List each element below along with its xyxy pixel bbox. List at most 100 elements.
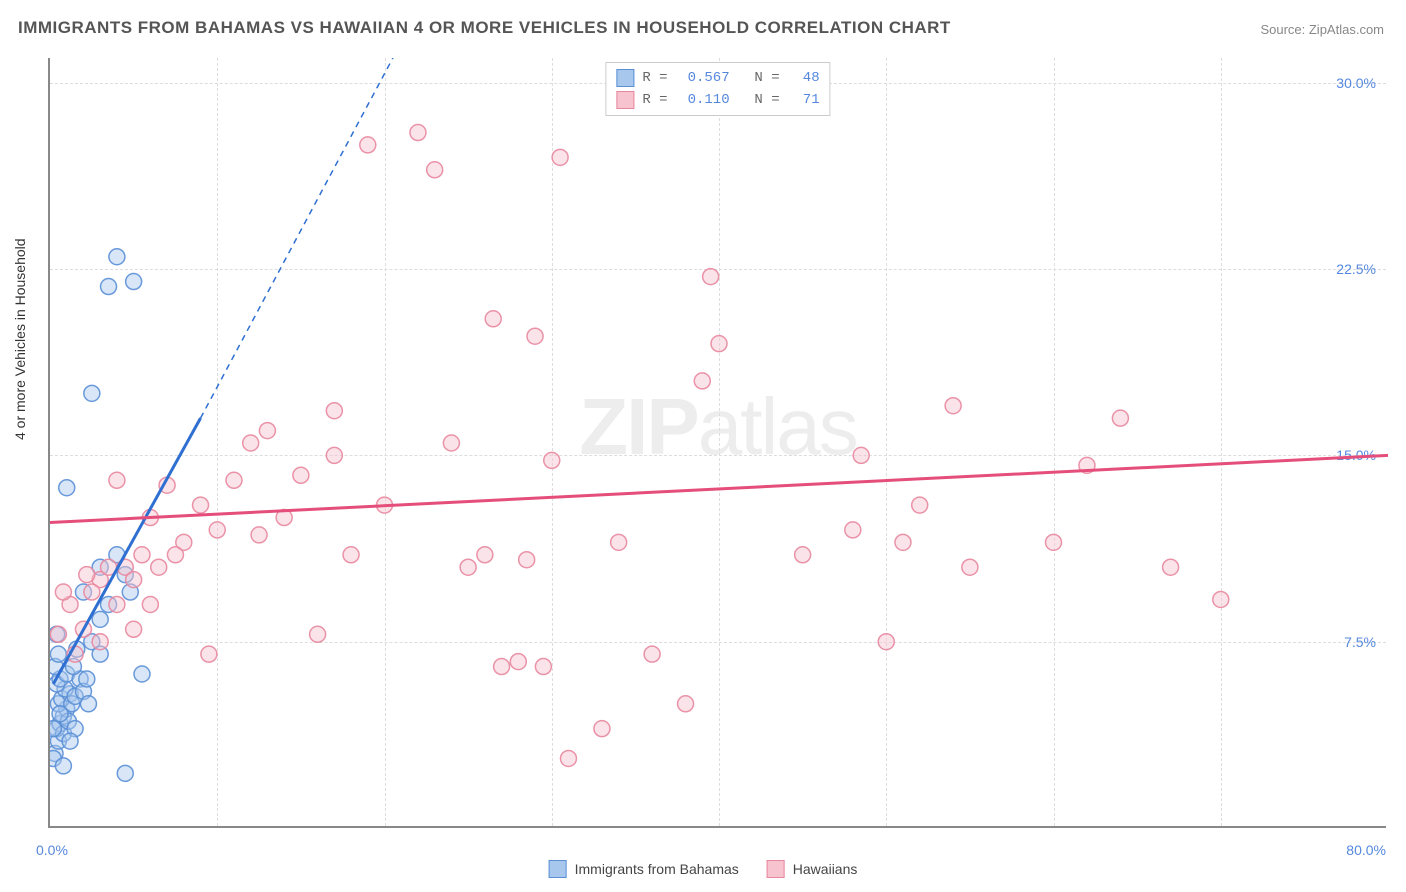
scatter-point xyxy=(343,547,359,563)
scatter-point xyxy=(912,497,928,513)
scatter-point xyxy=(151,559,167,575)
scatter-point xyxy=(310,626,326,642)
scatter-point xyxy=(201,646,217,662)
stats-legend-row: R = 0.110 N = 71 xyxy=(616,89,819,111)
scatter-point xyxy=(84,385,100,401)
scatter-point xyxy=(711,336,727,352)
legend-item: Hawaiians xyxy=(767,860,858,878)
scatter-point xyxy=(59,480,75,496)
stats-legend: R = 0.567 N = 48 R = 0.110 N = 71 xyxy=(605,62,830,116)
r-label: R = xyxy=(642,92,667,108)
scatter-point xyxy=(594,721,610,737)
legend-swatch-pink xyxy=(616,91,634,109)
scatter-point xyxy=(560,750,576,766)
scatter-point xyxy=(92,634,108,650)
scatter-svg xyxy=(50,58,1388,828)
scatter-point xyxy=(878,634,894,650)
scatter-point xyxy=(644,646,660,662)
legend-label-pink: Hawaiians xyxy=(793,861,858,877)
scatter-point xyxy=(1112,410,1128,426)
scatter-point xyxy=(101,279,117,295)
scatter-point xyxy=(853,447,869,463)
r-value-pink: 0.110 xyxy=(676,92,730,108)
chart-container: IMMIGRANTS FROM BAHAMAS VS HAWAIIAN 4 OR… xyxy=(0,0,1406,892)
scatter-point xyxy=(678,696,694,712)
scatter-point xyxy=(360,137,376,153)
scatter-point xyxy=(80,696,96,712)
scatter-point xyxy=(519,552,535,568)
series-legend: Immigrants from Bahamas Hawaiians xyxy=(549,860,858,878)
scatter-point xyxy=(544,452,560,468)
scatter-point xyxy=(694,373,710,389)
scatter-point xyxy=(109,596,125,612)
y-axis-label: 4 or more Vehicles in Household xyxy=(12,238,28,440)
scatter-point xyxy=(209,522,225,538)
scatter-point xyxy=(55,758,71,774)
scatter-point xyxy=(895,534,911,550)
scatter-point xyxy=(410,125,426,141)
scatter-point xyxy=(251,527,267,543)
scatter-point xyxy=(134,666,150,682)
scatter-point xyxy=(79,671,95,687)
scatter-point xyxy=(52,706,68,722)
scatter-point xyxy=(326,403,342,419)
scatter-point xyxy=(50,721,61,737)
scatter-point xyxy=(535,659,551,675)
chart-title: IMMIGRANTS FROM BAHAMAS VS HAWAIIAN 4 OR… xyxy=(18,18,951,38)
scatter-point xyxy=(326,447,342,463)
scatter-point xyxy=(167,547,183,563)
stats-legend-row: R = 0.567 N = 48 xyxy=(616,67,819,89)
legend-swatch-pink xyxy=(767,860,785,878)
n-label: N = xyxy=(738,70,780,86)
legend-item: Immigrants from Bahamas xyxy=(549,860,739,878)
scatter-point xyxy=(443,435,459,451)
scatter-point xyxy=(1163,559,1179,575)
scatter-point xyxy=(62,733,78,749)
scatter-point xyxy=(55,584,71,600)
n-label: N = xyxy=(738,92,780,108)
scatter-point xyxy=(226,472,242,488)
trendline xyxy=(50,455,1388,522)
legend-label-blue: Immigrants from Bahamas xyxy=(575,861,739,877)
plot-area: ZIPatlas R = 0.567 N = 48 R = 0.110 N = … xyxy=(48,58,1386,828)
scatter-point xyxy=(50,626,66,642)
scatter-point xyxy=(552,149,568,165)
scatter-point xyxy=(611,534,627,550)
scatter-point xyxy=(79,567,95,583)
scatter-point xyxy=(795,547,811,563)
n-value-blue: 48 xyxy=(788,70,820,86)
scatter-point xyxy=(962,559,978,575)
scatter-point xyxy=(109,249,125,265)
scatter-point xyxy=(703,269,719,285)
scatter-point xyxy=(845,522,861,538)
scatter-point xyxy=(460,559,476,575)
scatter-point xyxy=(50,646,66,662)
x-tick-min: 0.0% xyxy=(36,842,68,858)
scatter-point xyxy=(527,328,543,344)
scatter-point xyxy=(1046,534,1062,550)
scatter-point xyxy=(134,547,150,563)
n-value-pink: 71 xyxy=(788,92,820,108)
scatter-point xyxy=(243,435,259,451)
scatter-point xyxy=(427,162,443,178)
r-value-blue: 0.567 xyxy=(676,70,730,86)
source-attribution: Source: ZipAtlas.com xyxy=(1260,22,1384,37)
scatter-point xyxy=(193,497,209,513)
r-label: R = xyxy=(642,70,667,86)
scatter-point xyxy=(126,572,142,588)
scatter-point xyxy=(510,654,526,670)
scatter-point xyxy=(494,659,510,675)
scatter-point xyxy=(126,621,142,637)
scatter-point xyxy=(109,472,125,488)
legend-swatch-blue xyxy=(616,69,634,87)
scatter-point xyxy=(1213,591,1229,607)
scatter-point xyxy=(117,765,133,781)
scatter-point xyxy=(477,547,493,563)
scatter-point xyxy=(485,311,501,327)
trendline-extension xyxy=(201,58,393,418)
scatter-point xyxy=(293,467,309,483)
scatter-point xyxy=(84,584,100,600)
scatter-point xyxy=(259,423,275,439)
x-tick-max: 80.0% xyxy=(1346,842,1386,858)
scatter-point xyxy=(142,596,158,612)
